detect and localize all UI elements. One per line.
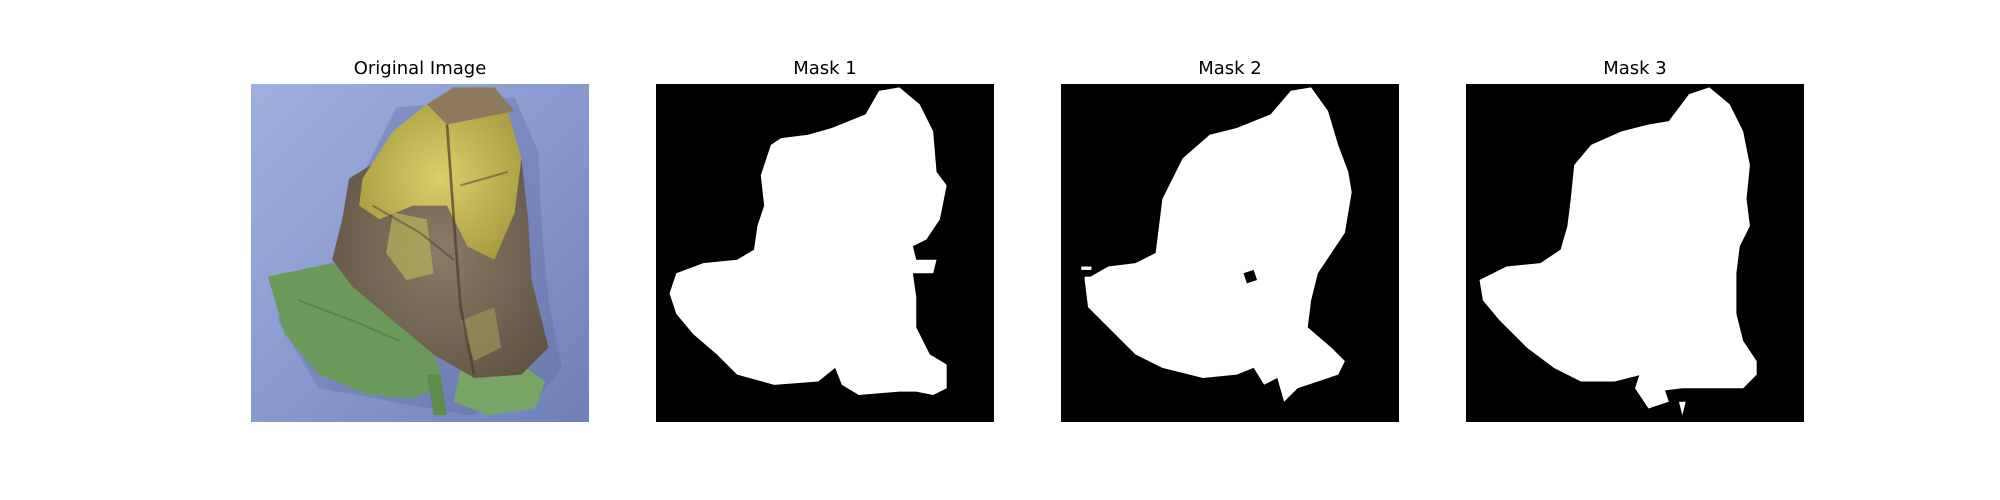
leaf-photo [251, 84, 589, 422]
mask-3-image [1466, 84, 1804, 422]
mask-2-title: Mask 2 [1061, 56, 1399, 82]
mask-2-image [1061, 84, 1399, 422]
mask-1-panel: Mask 1 [656, 0, 994, 500]
original-image-title: Original Image [251, 56, 589, 82]
mask-2-panel: Mask 2 [1061, 0, 1399, 500]
mask-1-title: Mask 1 [656, 56, 994, 82]
mask-3-panel: Mask 3 [1466, 0, 1804, 500]
mask-3-title: Mask 3 [1466, 56, 1804, 82]
mask-1-image [656, 84, 994, 422]
original-image-panel: Original Image [251, 0, 589, 500]
